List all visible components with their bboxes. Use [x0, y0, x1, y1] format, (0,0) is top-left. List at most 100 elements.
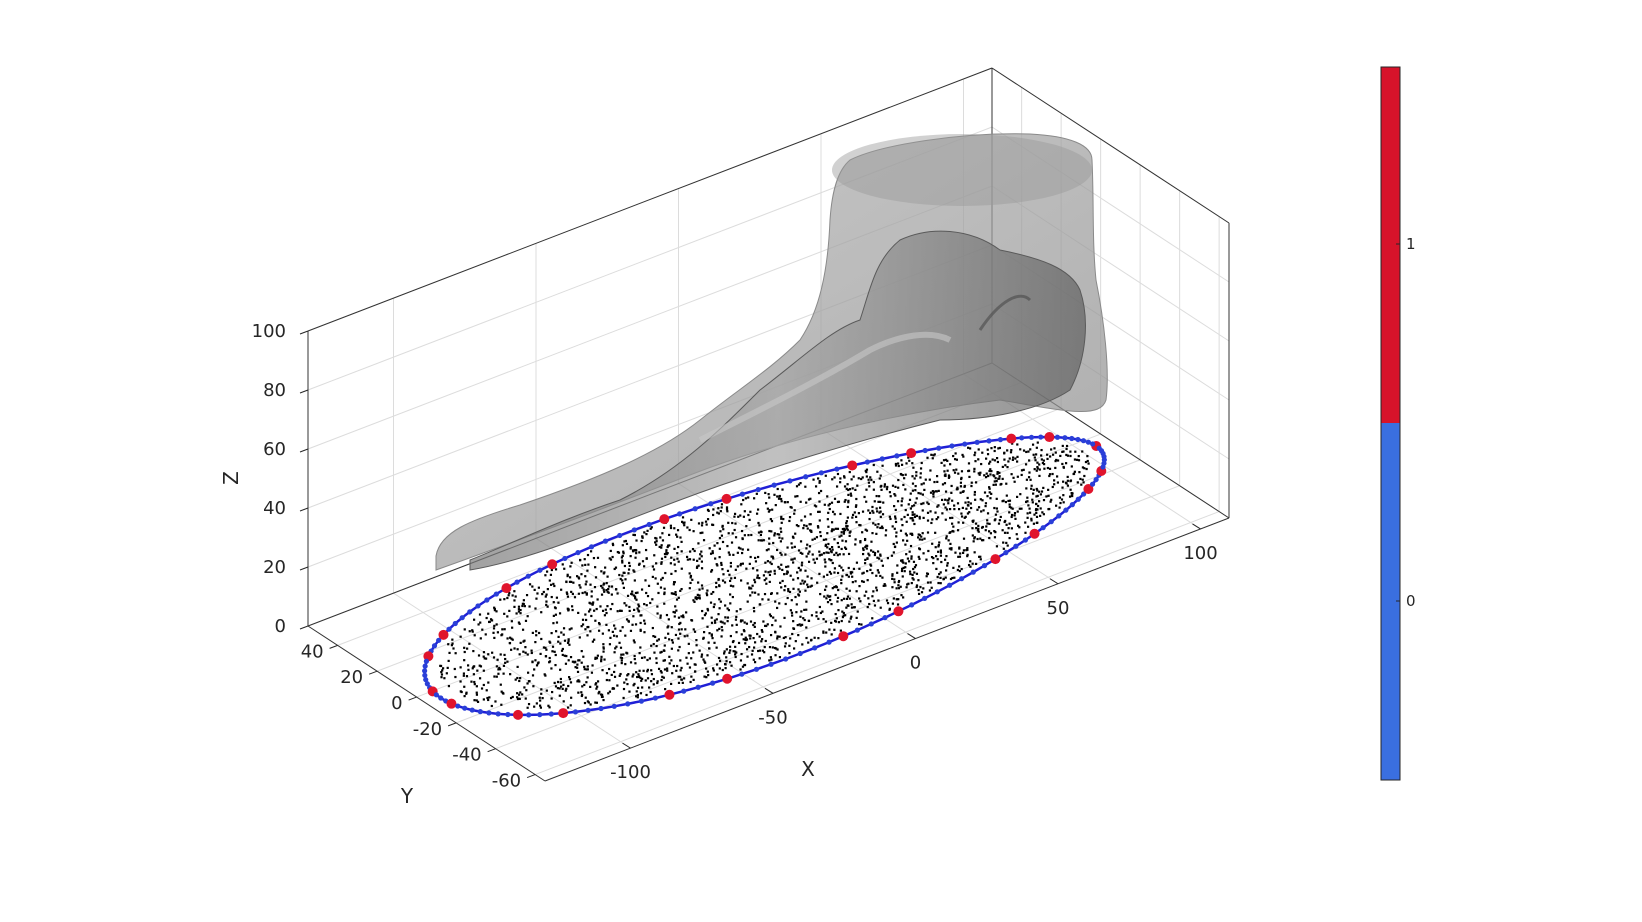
point: [845, 487, 848, 490]
point: [618, 573, 621, 577]
boundary-marker-0: [936, 445, 942, 451]
point: [995, 497, 998, 500]
point: [635, 552, 638, 555]
boundary-marker-0: [739, 671, 745, 677]
point: [546, 587, 549, 591]
boundary-marker-0: [455, 703, 461, 709]
point: [440, 676, 443, 679]
point: [689, 576, 692, 579]
point: [510, 648, 513, 651]
point: [639, 676, 642, 679]
point: [935, 490, 938, 493]
point: [801, 579, 804, 582]
point: [817, 526, 820, 529]
point: [568, 628, 571, 631]
point: [841, 616, 845, 619]
point: [922, 587, 925, 590]
point: [757, 531, 761, 534]
point: [950, 547, 953, 550]
point: [822, 575, 825, 578]
point: [973, 493, 976, 496]
point: [781, 579, 784, 583]
point: [1076, 481, 1079, 484]
point: [969, 560, 972, 563]
point: [519, 612, 522, 615]
point: [1008, 522, 1011, 525]
point: [518, 697, 521, 700]
point: [601, 669, 604, 672]
point: [958, 569, 961, 573]
point: [833, 497, 837, 500]
point: [981, 499, 984, 502]
point: [913, 513, 916, 516]
point: [818, 480, 821, 483]
point: [646, 594, 650, 598]
boundary-marker-0: [755, 486, 761, 493]
point: [628, 564, 631, 568]
point: [852, 606, 856, 609]
point: [892, 542, 895, 546]
point: [711, 523, 714, 526]
point: [635, 690, 638, 693]
point: [793, 647, 796, 650]
point: [934, 531, 937, 534]
point: [933, 453, 936, 456]
point: [769, 570, 772, 573]
point: [468, 642, 471, 645]
point: [1007, 499, 1010, 503]
point: [912, 578, 915, 581]
point: [815, 557, 819, 560]
point: [528, 583, 532, 586]
point: [847, 552, 851, 556]
point: [883, 583, 886, 586]
point: [590, 671, 594, 674]
point: [645, 604, 648, 607]
point: [824, 538, 828, 541]
point: [780, 515, 783, 518]
point: [655, 537, 658, 540]
point: [502, 664, 506, 667]
point: [540, 637, 543, 641]
point: [950, 484, 953, 488]
point: [550, 568, 553, 572]
point: [589, 685, 592, 688]
point: [795, 524, 798, 527]
point: [735, 623, 738, 626]
point: [949, 463, 952, 466]
boundary-marker-0: [1038, 434, 1044, 440]
point: [629, 547, 632, 550]
point: [872, 599, 875, 603]
point: [441, 669, 444, 672]
point: [915, 585, 918, 589]
point: [750, 653, 754, 656]
point: [1032, 488, 1035, 491]
point: [673, 558, 676, 561]
point: [783, 573, 786, 576]
point: [911, 577, 914, 580]
point: [824, 474, 827, 477]
point: [944, 576, 947, 579]
point: [911, 517, 914, 520]
boundary-marker-0: [652, 695, 658, 701]
point: [656, 605, 659, 608]
point: [644, 548, 648, 552]
point: [818, 605, 821, 609]
point: [784, 602, 787, 606]
point: [985, 472, 988, 475]
point: [679, 675, 682, 678]
point: [822, 631, 825, 634]
point: [566, 592, 569, 596]
point: [901, 497, 904, 500]
point: [907, 560, 911, 563]
point: [828, 628, 831, 631]
point: [776, 533, 779, 536]
point: [686, 662, 689, 665]
point: [677, 616, 681, 619]
point: [704, 520, 708, 523]
point: [960, 512, 963, 515]
point: [644, 679, 647, 682]
point: [756, 574, 759, 577]
point: [959, 552, 962, 555]
point: [696, 593, 699, 596]
point: [872, 488, 875, 491]
